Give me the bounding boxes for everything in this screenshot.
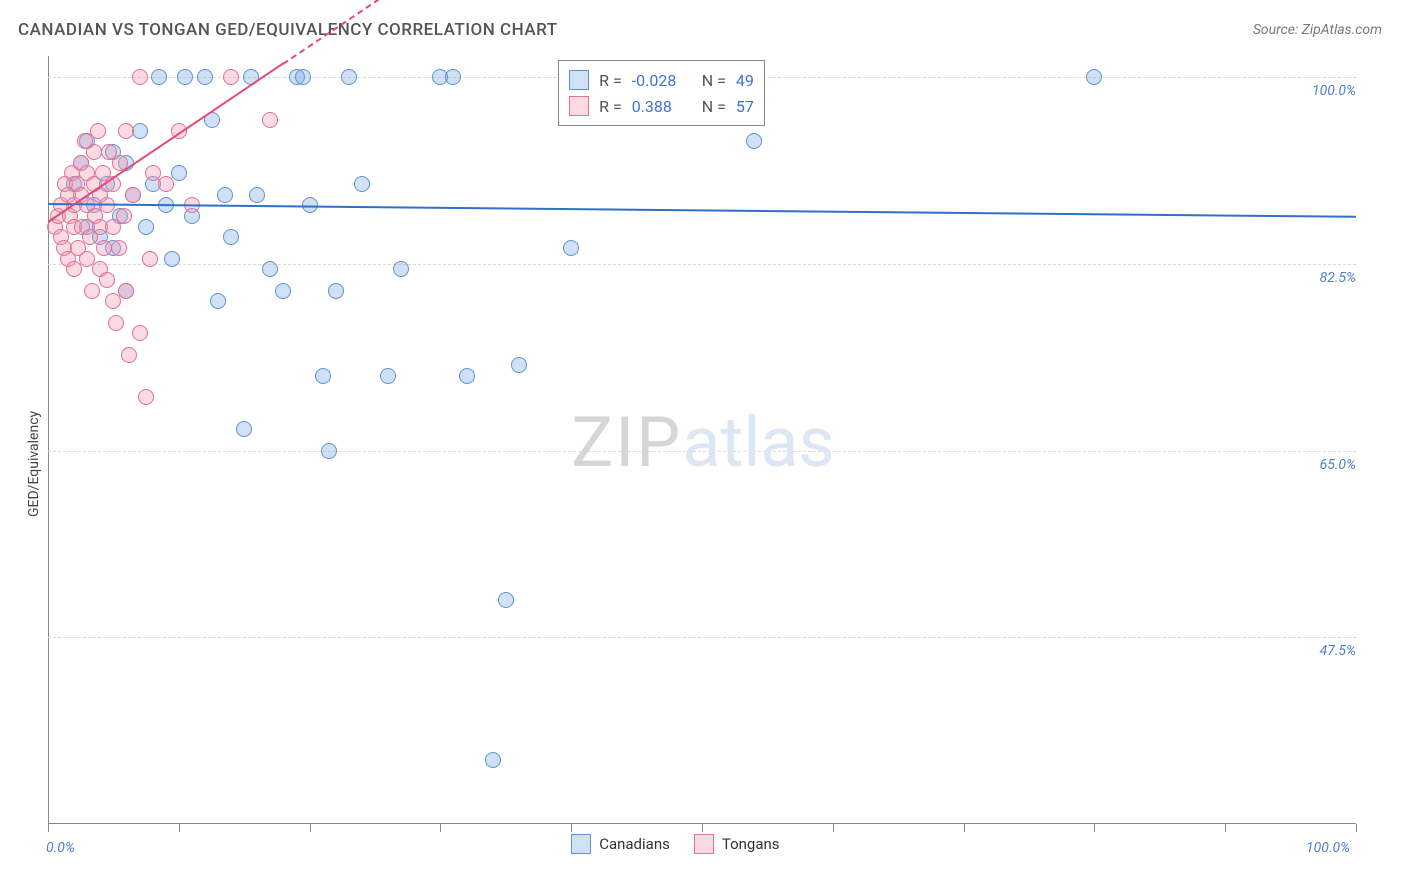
data-point xyxy=(151,69,167,85)
x-tick xyxy=(1356,824,1357,832)
y-tick-label: 100.0% xyxy=(1312,83,1356,99)
data-point xyxy=(164,251,180,267)
x-tick xyxy=(310,824,311,832)
data-point xyxy=(459,368,475,384)
data-point xyxy=(223,229,239,245)
stats-row: R = 0.388 N = 57 xyxy=(569,93,754,119)
stat-r-label: R = xyxy=(599,71,622,90)
legend-label: Canadians xyxy=(599,835,670,853)
data-point xyxy=(295,69,311,85)
y-tick-label: 65.0% xyxy=(1320,457,1356,473)
data-point xyxy=(177,69,193,85)
data-point xyxy=(210,293,226,309)
data-point xyxy=(262,112,278,128)
data-point xyxy=(171,165,187,181)
x-tick xyxy=(48,824,49,832)
data-point xyxy=(125,187,141,203)
x-tick xyxy=(1094,824,1095,832)
data-point xyxy=(118,283,134,299)
chart-title: CANADIAN VS TONGAN GED/EQUIVALENCY CORRE… xyxy=(18,20,558,40)
data-point xyxy=(116,208,132,224)
stats-box: R = -0.028 N = 49 R = 0.388 N = 57 xyxy=(558,60,765,126)
data-point xyxy=(262,261,278,277)
x-tick-label: 0.0% xyxy=(46,840,75,856)
legend-item: Tongans xyxy=(694,834,780,854)
data-point xyxy=(121,347,137,363)
data-point xyxy=(132,69,148,85)
data-point xyxy=(142,251,158,267)
x-tick xyxy=(964,824,965,832)
x-tick xyxy=(440,824,441,832)
stat-n-value: 49 xyxy=(736,71,754,90)
data-point xyxy=(197,69,213,85)
trend-line xyxy=(48,203,1356,218)
stats-row: R = -0.028 N = 49 xyxy=(569,67,754,93)
data-point xyxy=(321,443,337,459)
data-point xyxy=(138,219,154,235)
plot-area xyxy=(48,56,1356,824)
data-point xyxy=(563,240,579,256)
data-point xyxy=(111,240,127,256)
stat-r-label: R = xyxy=(599,97,622,116)
legend-swatch xyxy=(569,70,589,90)
data-point xyxy=(315,368,331,384)
stat-n-label: N = xyxy=(702,71,726,90)
legend-item: Canadians xyxy=(571,834,670,854)
data-point xyxy=(354,176,370,192)
data-point xyxy=(236,421,252,437)
data-point xyxy=(158,176,174,192)
data-point xyxy=(105,293,121,309)
legend-swatch xyxy=(571,834,591,854)
data-point xyxy=(90,123,106,139)
legend-bottom: Canadians Tongans xyxy=(571,834,779,854)
y-tick-label: 82.5% xyxy=(1320,270,1356,286)
legend-swatch xyxy=(569,96,589,116)
data-point xyxy=(138,389,154,405)
gridline xyxy=(48,451,1356,452)
stat-r-value: -0.028 xyxy=(632,71,692,90)
data-point xyxy=(485,752,501,768)
data-point xyxy=(511,357,527,373)
data-point xyxy=(249,187,265,203)
stat-r-value: 0.388 xyxy=(632,97,692,116)
gridline xyxy=(48,637,1356,638)
x-tick xyxy=(833,824,834,832)
source-label: Source: ZipAtlas.com xyxy=(1253,22,1382,38)
stat-n-label: N = xyxy=(702,97,726,116)
legend-swatch xyxy=(694,834,714,854)
data-point xyxy=(275,283,291,299)
data-point xyxy=(393,261,409,277)
x-tick xyxy=(1225,824,1226,832)
y-axis xyxy=(48,56,49,824)
data-point xyxy=(66,261,82,277)
x-tick-label: 100.0% xyxy=(1306,840,1350,856)
x-tick xyxy=(179,824,180,832)
stat-n-value: 57 xyxy=(736,97,754,116)
data-point xyxy=(217,187,233,203)
x-tick xyxy=(571,824,572,832)
y-tick-label: 47.5% xyxy=(1320,643,1356,659)
data-point xyxy=(746,133,762,149)
gridline xyxy=(48,264,1356,265)
x-tick xyxy=(702,824,703,832)
data-point xyxy=(498,592,514,608)
data-point xyxy=(84,283,100,299)
data-point xyxy=(108,315,124,331)
data-point xyxy=(223,69,239,85)
y-axis-title: GED/Equivalency xyxy=(26,411,42,517)
data-point xyxy=(99,272,115,288)
data-point xyxy=(118,123,134,139)
legend-label: Tongans xyxy=(722,835,780,853)
data-point xyxy=(341,69,357,85)
data-point xyxy=(328,283,344,299)
data-point xyxy=(1086,69,1102,85)
data-point xyxy=(86,144,102,160)
data-point xyxy=(132,325,148,341)
data-point xyxy=(380,368,396,384)
data-point xyxy=(445,69,461,85)
